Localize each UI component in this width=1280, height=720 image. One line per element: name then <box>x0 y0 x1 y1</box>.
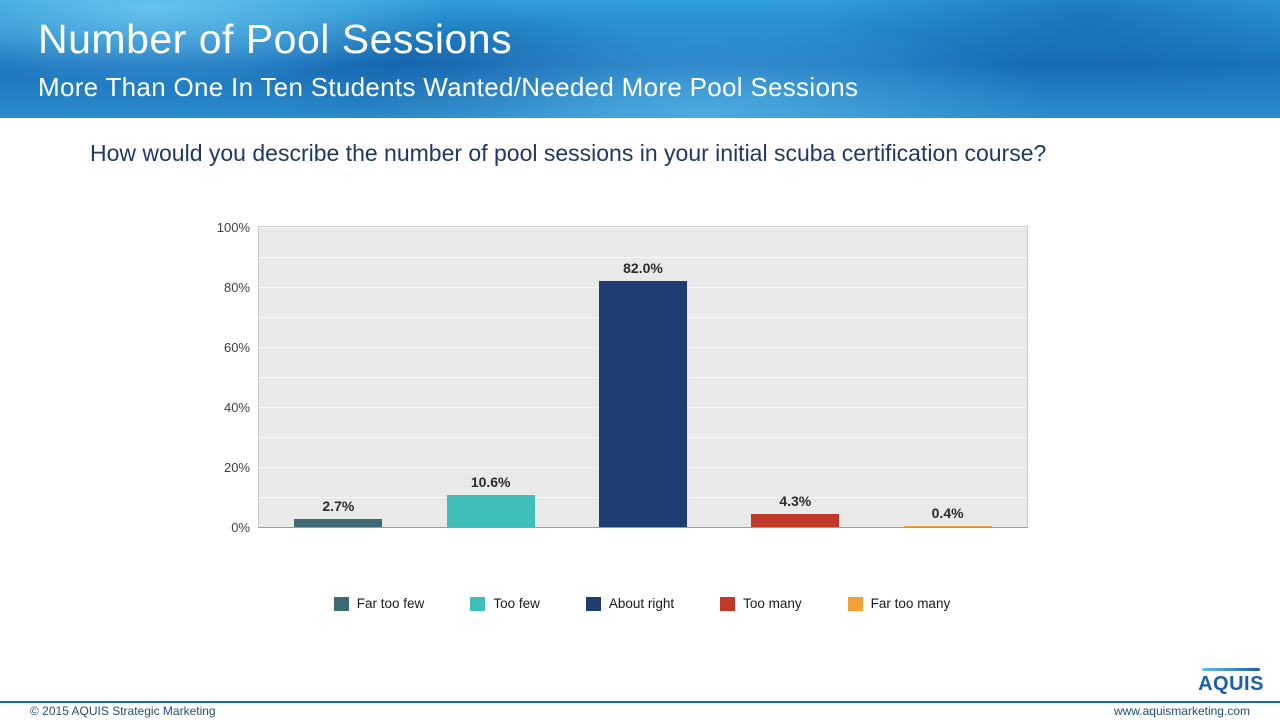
legend-label: Too few <box>493 596 540 611</box>
bar-value-label: 82.0% <box>623 260 663 276</box>
y-tick-label: 100% <box>216 220 250 235</box>
slide-subtitle: More Than One In Ten Students Wanted/Nee… <box>38 72 859 102</box>
footer-divider <box>0 701 1280 703</box>
slide-title: Number of Pool Sessions <box>38 16 513 62</box>
legend-label: Too many <box>743 596 802 611</box>
y-axis: 0% 20% 40% 60% 80% 100% <box>200 220 258 535</box>
website-link[interactable]: www.aquismarketing.com <box>1113 704 1250 718</box>
y-tick-label: 40% <box>223 400 250 415</box>
bar-far-too-few <box>294 518 383 527</box>
bar-value-label: 0.4% <box>931 504 964 521</box>
legend-label: Far too few <box>356 596 425 611</box>
bar-chart: 0% 20% 40% 60% 80% 100% 2.7% 10.6% 82.0% 4.3% 0.4… <box>200 220 1030 611</box>
legend-label: About right <box>608 596 675 611</box>
y-tick-label: 0% <box>231 520 250 535</box>
y-tick-label: 80% <box>223 280 250 295</box>
question-text: How would you describe the number of poo… <box>90 140 1047 166</box>
legend-swatch-icon <box>585 596 601 611</box>
bar-too-many <box>751 514 840 527</box>
legend-item-too-few: Too few <box>470 596 540 611</box>
plot-area: 2.7% 10.6% 82.0% 4.3% 0.4% <box>258 226 1028 528</box>
legend-swatch-icon <box>470 596 486 611</box>
legend-swatch-icon <box>847 596 863 611</box>
y-tick-label: 60% <box>223 340 250 355</box>
legend-swatch-icon <box>720 596 736 611</box>
bar-too-few <box>446 495 535 527</box>
logo-swoosh-icon <box>1202 668 1260 671</box>
bar-slot-3: 82.0% <box>570 227 716 527</box>
bar-value-label: 2.7% <box>322 497 355 514</box>
bar-value-label: 10.6% <box>470 474 511 491</box>
bar-slot-4: 4.3% <box>722 227 868 527</box>
bar-slot-2: 10.6% <box>418 227 564 527</box>
legend-swatch-icon <box>333 596 349 611</box>
footer: © 2015 AQUIS Strategic Marketing www.aqu… <box>30 704 1250 718</box>
bar-slot-1: 2.7% <box>265 227 411 527</box>
chart-main: 0% 20% 40% 60% 80% 100% 2.7% 10.6% 82.0% 4.3% 0.4… <box>200 220 1030 535</box>
chart-legend: Far too few Too few About right Too many Far… <box>258 596 1026 611</box>
aquis-logo: AQUIS <box>1198 668 1264 696</box>
bar-far-too-many <box>903 525 992 527</box>
legend-item-far-too-many: Far too many <box>847 596 951 611</box>
header-banner: Number of Pool Sessions More Than One In… <box>0 0 1280 118</box>
logo-text: AQUIS <box>1198 673 1264 695</box>
bar-about-right <box>598 281 687 527</box>
bar-value-label: 4.3% <box>779 493 812 510</box>
legend-item-about-right: About right <box>585 596 675 611</box>
legend-item-too-many: Too many <box>720 596 802 611</box>
copyright-text: © 2015 AQUIS Strategic Marketing <box>30 704 216 718</box>
y-tick-label: 20% <box>223 460 250 475</box>
legend-label: Far too many <box>870 596 951 611</box>
legend-item-far-too-few: Far too few <box>333 596 425 611</box>
bar-slot-5: 0.4% <box>875 227 1021 527</box>
